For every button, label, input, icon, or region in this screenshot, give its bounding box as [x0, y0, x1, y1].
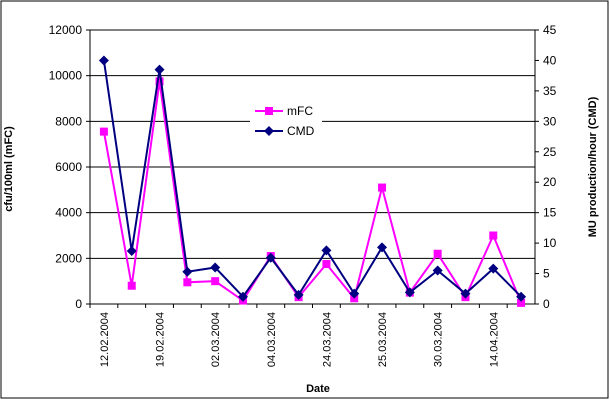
point	[349, 288, 360, 299]
point	[404, 287, 415, 298]
x-tick-label: 25.03.2004	[377, 312, 389, 367]
y2-tick-label: 35	[543, 84, 557, 98]
series-line	[102, 60, 522, 299]
x-tick-label: 30.03.2004	[433, 312, 445, 367]
point	[460, 288, 471, 299]
series-line	[102, 81, 523, 304]
point	[433, 249, 442, 258]
y-tick-label: 8000	[55, 114, 82, 128]
y2-tick-label: 15	[543, 206, 557, 220]
y-tick-label: 6000	[55, 160, 82, 174]
y2-tick-label: 25	[543, 145, 557, 159]
point	[293, 289, 304, 300]
x-tick-label: 12.02.2004	[99, 312, 111, 367]
point	[432, 265, 443, 276]
point	[378, 183, 387, 192]
point	[321, 245, 332, 256]
point	[265, 252, 276, 263]
point	[264, 126, 274, 136]
point	[154, 64, 165, 75]
y2-tick-label: 5	[543, 267, 550, 281]
point	[155, 77, 164, 86]
legend-label: CMD	[287, 124, 315, 138]
legend: mFC CMD	[250, 100, 322, 143]
point	[488, 263, 499, 274]
x-tick-label: 24.03.2004	[321, 312, 333, 367]
point	[98, 55, 109, 66]
y-tick-label: 10000	[49, 69, 83, 83]
point	[516, 291, 527, 302]
point	[210, 262, 221, 273]
point	[211, 277, 220, 286]
y2-tick-label: 30	[543, 114, 557, 128]
y-axis-label: cfu/100ml (mFC)	[3, 126, 15, 212]
y2-tick-label: 40	[543, 53, 557, 67]
point	[127, 281, 136, 290]
y-tick-label: 0	[75, 297, 82, 311]
point	[237, 291, 248, 302]
y2-tick-label: 10	[543, 236, 557, 250]
point	[517, 298, 526, 307]
x-tick-label: 19.02.2004	[155, 312, 167, 367]
y2-tick-label: 20	[543, 175, 557, 189]
x-axis-label: Date	[306, 383, 330, 395]
legend-label: mFC	[287, 104, 313, 118]
y2-tick-label: 0	[543, 297, 550, 311]
point	[99, 127, 108, 136]
point	[265, 107, 273, 115]
point	[377, 242, 388, 253]
y-tick-label: 2000	[55, 251, 82, 265]
y-tick-label: 4000	[55, 206, 82, 220]
point	[489, 231, 498, 240]
y-tick-label: 12000	[49, 23, 83, 37]
point	[183, 278, 192, 287]
point	[182, 266, 193, 277]
x-tick-label: 02.03.2004	[210, 312, 222, 367]
legend-box	[250, 100, 322, 143]
point	[322, 260, 331, 269]
x-tick-label: 04.03.2004	[266, 312, 278, 367]
point	[126, 246, 137, 257]
y2-tick-label: 45	[543, 23, 557, 37]
x-tick-label: 14.04.2004	[488, 312, 500, 367]
y2-axis-label: MU production/hour (CMD)	[587, 96, 599, 237]
